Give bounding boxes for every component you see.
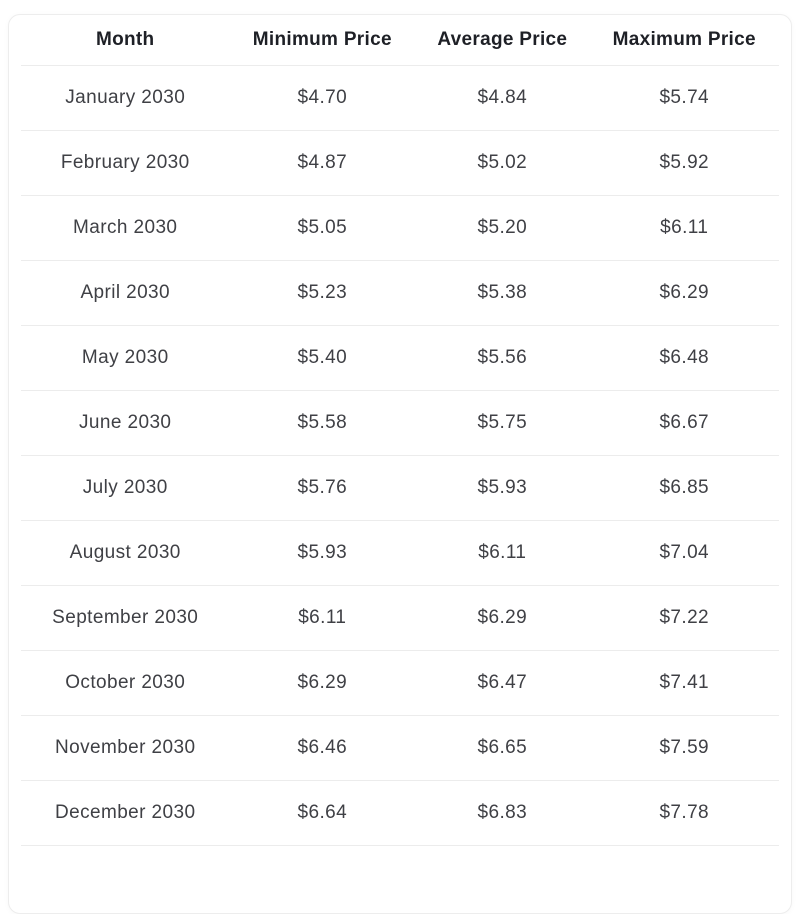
table-row: November 2030 $6.46 $6.65 $7.59 [21, 715, 779, 781]
month-cell: January 2030 [21, 65, 230, 131]
price-cell: $6.48 [589, 325, 779, 391]
price-cell: $6.46 [229, 715, 416, 781]
table-row: July 2030 $5.76 $5.93 $6.85 [21, 455, 779, 521]
table-row: September 2030 $6.11 $6.29 $7.22 [21, 585, 779, 651]
price-cell: $5.40 [229, 325, 416, 391]
price-cell: $5.20 [415, 195, 590, 261]
price-cell: $7.78 [589, 780, 779, 846]
price-cell: $6.29 [229, 650, 416, 716]
price-cell: $5.92 [589, 130, 779, 196]
price-cell: $6.47 [415, 650, 590, 716]
price-cell: $6.65 [415, 715, 590, 781]
price-cell: $5.76 [229, 455, 416, 521]
table-header: Month Minimum Price Average Price Maximu… [21, 15, 779, 66]
column-header-maximum-price: Maximum Price [589, 15, 779, 66]
header-row: Month Minimum Price Average Price Maximu… [21, 15, 779, 66]
price-cell: $6.29 [589, 260, 779, 326]
month-cell: May 2030 [21, 325, 230, 391]
price-cell: $6.64 [229, 780, 416, 846]
table-row: June 2030 $5.58 $5.75 $6.67 [21, 390, 779, 456]
price-cell: $6.29 [415, 585, 590, 651]
price-cell: $5.05 [229, 195, 416, 261]
month-cell: December 2030 [21, 780, 230, 846]
price-cell: $5.93 [229, 520, 416, 586]
price-cell: $7.22 [589, 585, 779, 651]
table-row: August 2030 $5.93 $6.11 $7.04 [21, 520, 779, 586]
price-cell: $6.85 [589, 455, 779, 521]
price-prediction-table: Month Minimum Price Average Price Maximu… [21, 15, 779, 846]
price-cell: $4.87 [229, 130, 416, 196]
table-row: March 2030 $5.05 $5.20 $6.11 [21, 195, 779, 261]
price-cell: $6.83 [415, 780, 590, 846]
month-cell: August 2030 [21, 520, 230, 586]
price-cell: $5.75 [415, 390, 590, 456]
price-cell: $5.93 [415, 455, 590, 521]
price-cell: $5.56 [415, 325, 590, 391]
price-cell: $6.11 [229, 585, 416, 651]
price-cell: $6.11 [589, 195, 779, 261]
table-row: April 2030 $5.23 $5.38 $6.29 [21, 260, 779, 326]
price-cell: $7.04 [589, 520, 779, 586]
table-row: October 2030 $6.29 $6.47 $7.41 [21, 650, 779, 716]
column-header-minimum-price: Minimum Price [229, 15, 416, 66]
month-cell: July 2030 [21, 455, 230, 521]
price-cell: $5.23 [229, 260, 416, 326]
month-cell: April 2030 [21, 260, 230, 326]
table-row: February 2030 $4.87 $5.02 $5.92 [21, 130, 779, 196]
month-cell: October 2030 [21, 650, 230, 716]
price-table-card: Month Minimum Price Average Price Maximu… [8, 14, 792, 914]
column-header-month: Month [21, 15, 230, 66]
price-cell: $7.41 [589, 650, 779, 716]
month-cell: February 2030 [21, 130, 230, 196]
table-row: December 2030 $6.64 $6.83 $7.78 [21, 780, 779, 846]
price-cell: $6.11 [415, 520, 590, 586]
month-cell: September 2030 [21, 585, 230, 651]
price-cell: $5.58 [229, 390, 416, 456]
month-cell: November 2030 [21, 715, 230, 781]
column-header-average-price: Average Price [415, 15, 590, 66]
month-cell: June 2030 [21, 390, 230, 456]
table-body: January 2030 $4.70 $4.84 $5.74 February 2030… [21, 65, 779, 846]
price-cell: $5.38 [415, 260, 590, 326]
table-row: January 2030 $4.70 $4.84 $5.74 [21, 65, 779, 131]
price-cell: $4.84 [415, 65, 590, 131]
price-cell: $5.02 [415, 130, 590, 196]
price-cell: $4.70 [229, 65, 416, 131]
price-cell: $7.59 [589, 715, 779, 781]
table-row: May 2030 $5.40 $5.56 $6.48 [21, 325, 779, 391]
price-cell: $5.74 [589, 65, 779, 131]
month-cell: March 2030 [21, 195, 230, 261]
price-cell: $6.67 [589, 390, 779, 456]
